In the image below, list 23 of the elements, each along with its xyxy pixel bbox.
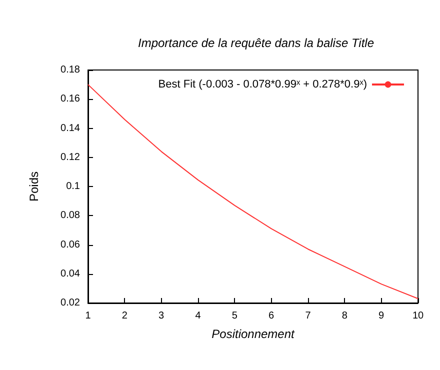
legend-label: Best Fit (-0.003 - 0.078*0.99ˣ + 0.278*0.9ˣ) <box>158 78 367 90</box>
x-tick-label: 4 <box>195 310 202 322</box>
y-tick-label: 0.04 <box>60 268 80 280</box>
y-axis-title: Poids <box>27 171 41 202</box>
y-tick-label: 0.18 <box>60 64 80 76</box>
x-tick-label: 7 <box>305 310 312 322</box>
x-tick-label: 8 <box>342 310 348 322</box>
x-axis-title: Positionnement <box>212 327 296 341</box>
y-tick-label: 0.1 <box>66 181 80 192</box>
y-tick-label: 0.02 <box>60 298 80 308</box>
x-tick-label: 6 <box>268 310 275 322</box>
x-tick-label: 10 <box>412 310 424 322</box>
x-tick-label: 3 <box>158 310 165 322</box>
x-tick-label: 2 <box>122 310 128 322</box>
y-tick-label: 0.14 <box>60 122 80 134</box>
chart-title: Importance de la requête dans la balise Title <box>138 36 374 50</box>
x-tick-label: 5 <box>232 310 238 322</box>
y-tick-label: 0.16 <box>60 94 80 105</box>
y-tick-label: 0.06 <box>60 239 80 250</box>
x-tick-label: 1 <box>85 310 92 322</box>
y-tick-label: 0.08 <box>60 210 80 222</box>
x-tick-label: 9 <box>378 310 385 322</box>
y-tick-label: 0.12 <box>60 152 80 163</box>
